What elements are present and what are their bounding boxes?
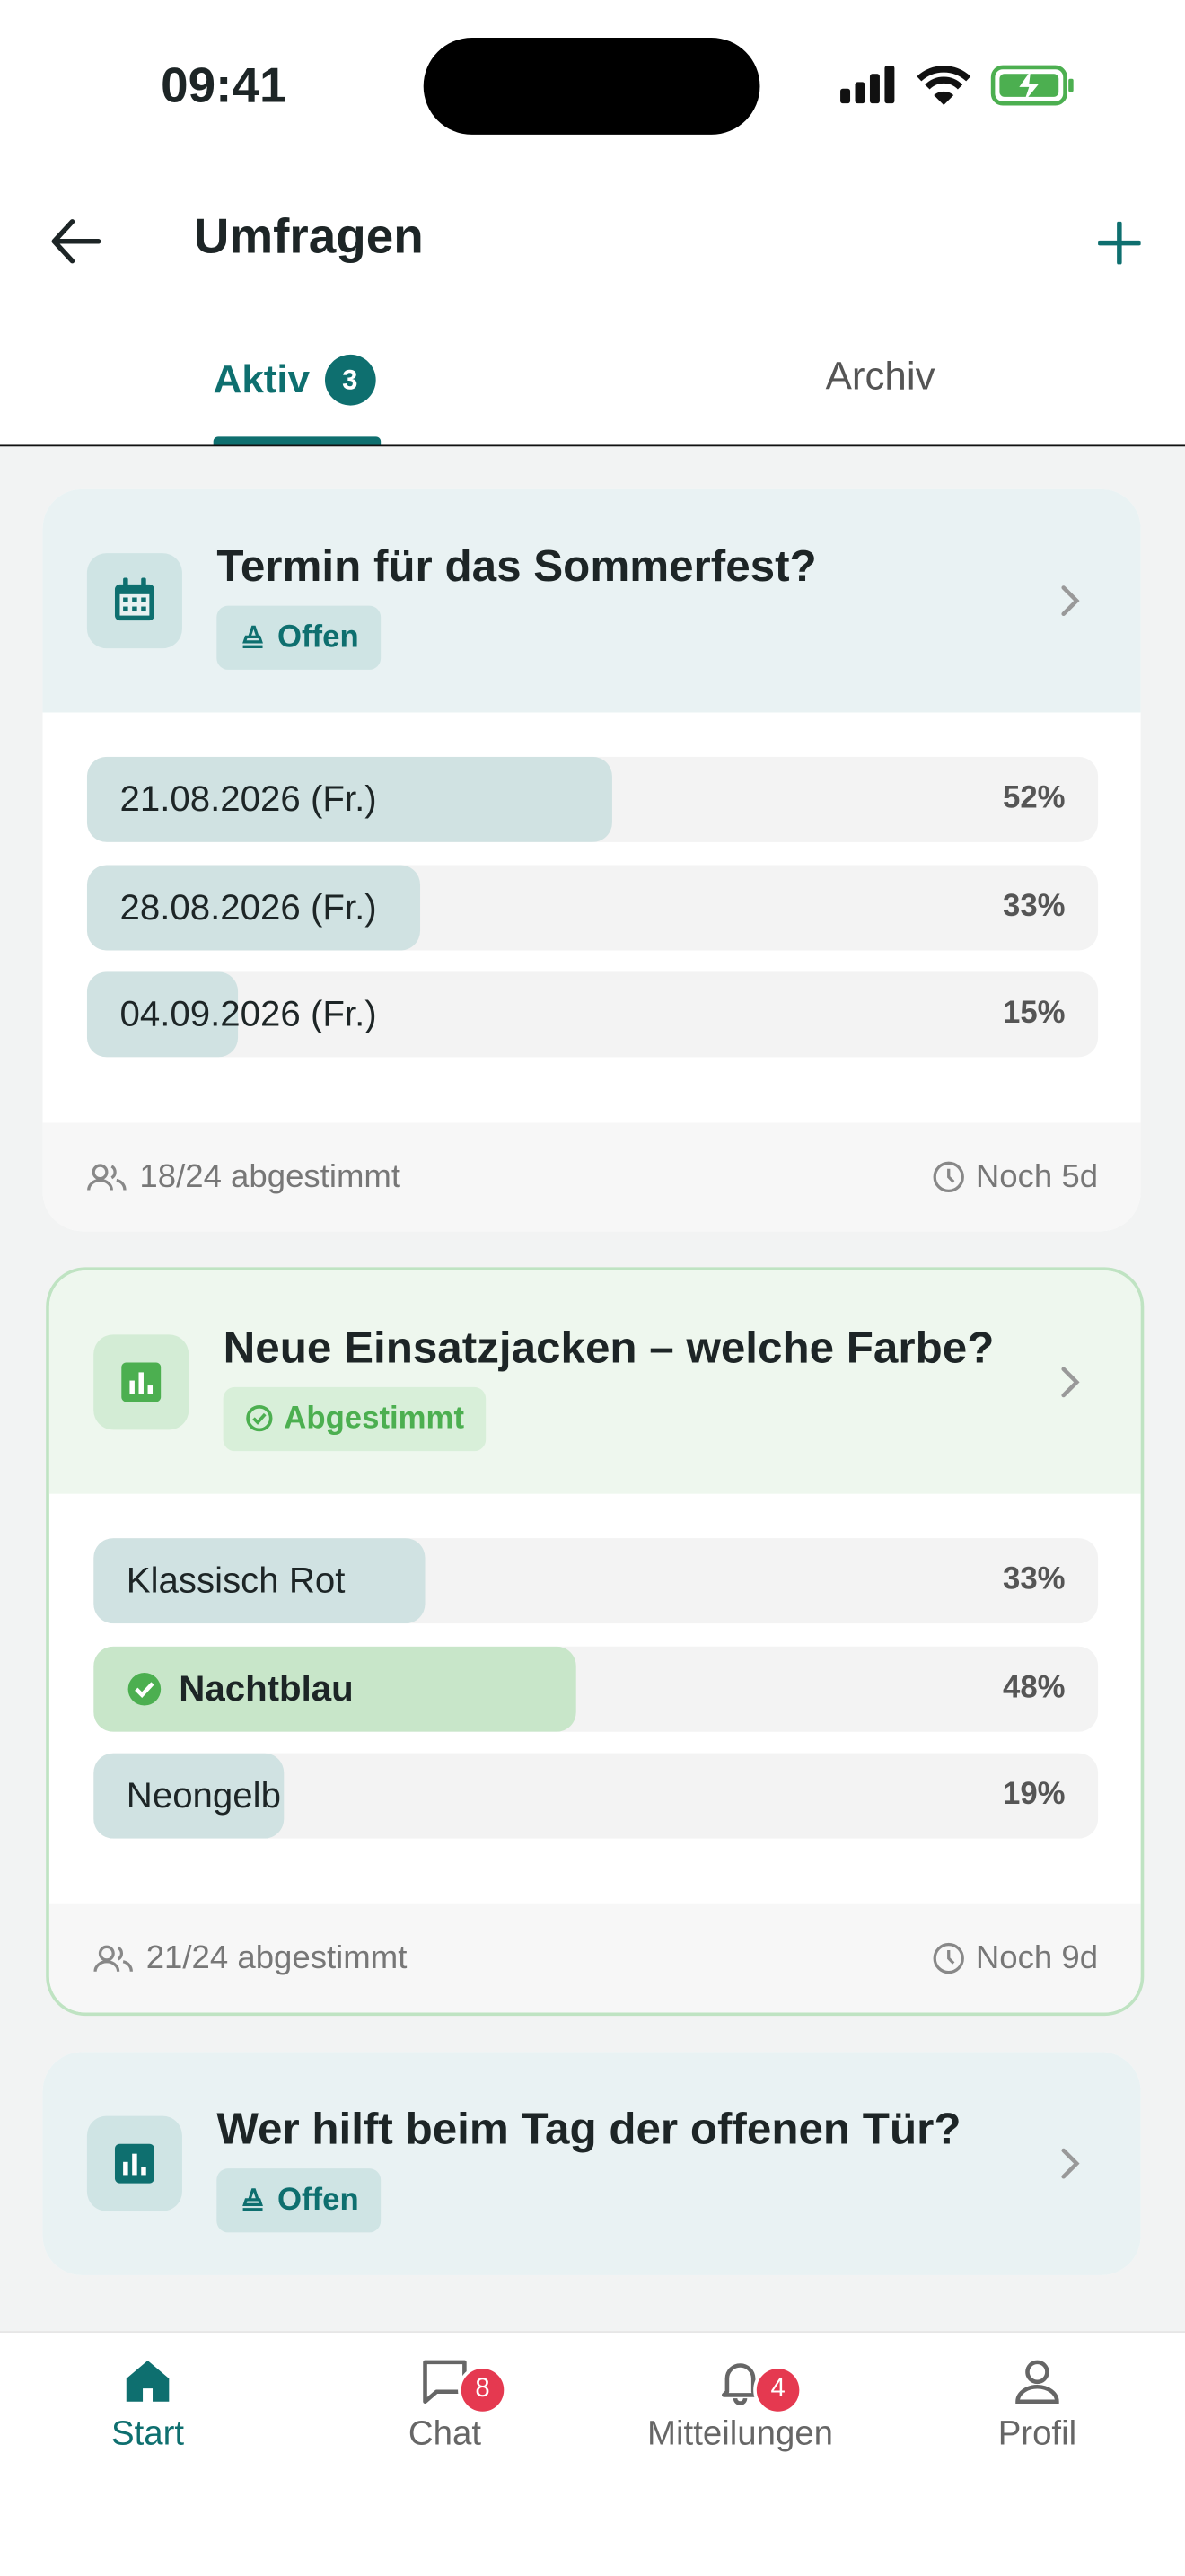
icon (114, 577, 154, 621)
option-percent: 48% (1003, 1670, 1066, 1705)
nav-label: Chat (408, 2414, 481, 2453)
vote-count: 18/24 abgestimmt (87, 1123, 400, 1232)
status-chip: Offen (216, 2168, 381, 2233)
poll-header: Neue Einsatzjacken – welche Farbe? Abgest… (48, 1270, 1141, 1494)
poll-icon (86, 2115, 182, 2211)
options: Klassisch Rot 33% Nachtblau 48% Neongelb 19% (49, 1494, 1141, 1904)
poll-title: Termin für das Sommerfest? (216, 541, 817, 592)
nav-item[interactable]: Chat 8 (297, 2356, 592, 2455)
poll-footer: 21/24 abgestimmt Noch 9d (48, 1903, 1141, 2013)
option[interactable]: Nachtblau 48% (93, 1645, 1099, 1731)
status-icon (242, 625, 263, 648)
poll-list: Termin für das Sommerfest? Offen 21.08.202… (42, 488, 1145, 2311)
tab-badge: 3 (324, 354, 376, 406)
poll-header: Termin für das Sommerfest? Offen (42, 488, 1141, 713)
chevron (1061, 585, 1080, 617)
nav-label: Profil (997, 2414, 1077, 2453)
nav-item[interactable]: Mitteilungen 4 (592, 2356, 888, 2455)
tab-archive[interactable]: Archiv (826, 355, 935, 400)
option-bar (86, 756, 613, 842)
people-icon (93, 1945, 133, 1972)
selected-check (127, 1672, 162, 1705)
option[interactable]: Neongelb 19% (93, 1753, 1099, 1839)
vote-text: 21/24 abgestimmt (145, 1939, 408, 1977)
nav-badge: 8 (458, 2365, 507, 2415)
clock-icon (932, 1942, 963, 1974)
option[interactable]: Klassisch Rot 33% (93, 1538, 1099, 1624)
status-icon (246, 1404, 273, 1432)
option-percent: 33% (1003, 1562, 1066, 1597)
poll-icon (93, 1334, 189, 1430)
poll-card[interactable]: Termin für das Sommerfest? Offen 21.08.202… (42, 488, 1141, 1232)
option-label: 28.08.2026 (Fr.) (119, 885, 377, 928)
tab-active[interactable]: Aktiv 3 (213, 354, 376, 406)
option-label: Neongelb (126, 1774, 281, 1816)
option-percent: 15% (1003, 996, 1066, 1032)
option[interactable]: 04.09.2026 (Fr.) 15% (86, 971, 1099, 1058)
status-label: Abgestimmt (284, 1402, 465, 1437)
options: 21.08.2026 (Fr.) 52% 28.08.2026 (Fr.) 33% 04… (43, 712, 1141, 1122)
remaining-text: Noch 9d (975, 1939, 1099, 1977)
poll-card[interactable]: Wer hilft beim Tag der offenen Tür? Offen (42, 2052, 1141, 2275)
status-icon (242, 2188, 263, 2211)
clock: 09:41 (161, 58, 287, 114)
icon (114, 2143, 154, 2184)
remaining-text: Noch 5d (975, 1158, 1099, 1195)
top-bar: 09:41 Umfragen Aktiv 3 Archiv (0, 0, 1185, 447)
page-title: Umfragen (193, 210, 424, 265)
icon (121, 1362, 162, 1402)
nav-label: Mitteilungen (647, 2414, 834, 2453)
poll-title: Neue Einsatzjacken – welche Farbe? (223, 1323, 995, 1373)
option[interactable]: 28.08.2026 (Fr.) 33% (86, 864, 1099, 950)
option-percent: 19% (1003, 1777, 1066, 1813)
nav-item[interactable]: Start (0, 2356, 295, 2455)
nav-icon (1015, 2360, 1059, 2405)
option-bar (93, 1538, 426, 1624)
remaining: Noch 9d (932, 1904, 1099, 2013)
status-chip: Offen (216, 605, 381, 670)
option-label: Klassisch Rot (126, 1559, 346, 1601)
dynamic-island (423, 38, 760, 135)
poll-title: Wer hilft beim Tag der offenen Tür? (216, 2104, 961, 2154)
poll-header: Wer hilft beim Tag der offenen Tür? Offen (42, 2052, 1141, 2275)
status-chip: Abgestimmt (223, 1386, 486, 1452)
option[interactable]: 21.08.2026 (Fr.) 52% (86, 756, 1099, 842)
nav-badge: 4 (753, 2365, 803, 2415)
chevron (1061, 1367, 1080, 1398)
option-label: 21.08.2026 (Fr.) (119, 778, 377, 820)
status-label: Offen (276, 620, 359, 655)
option-percent: 52% (1003, 781, 1066, 816)
people-icon (87, 1164, 127, 1191)
option-bar (86, 971, 239, 1058)
nav-icon (126, 2361, 170, 2402)
vote-text: 18/24 abgestimmt (139, 1158, 401, 1195)
poll-footer: 18/24 abgestimmt Noch 5d (42, 1122, 1141, 1232)
poll-card[interactable]: Neue Einsatzjacken – welche Farbe? Abgest… (46, 1267, 1145, 2017)
status-label: Offen (276, 2183, 359, 2218)
tab-label: Archiv (825, 354, 935, 400)
option-bar (93, 1645, 576, 1731)
back-button[interactable] (49, 218, 102, 264)
chevron (1061, 2148, 1080, 2179)
option-bar (93, 1753, 285, 1839)
remaining: Noch 5d (932, 1123, 1099, 1232)
status-icons (840, 65, 1074, 106)
option-label: Nachtblau (179, 1666, 354, 1709)
option-bar (86, 864, 421, 950)
poll-icon (86, 553, 182, 649)
bottom-nav: Start Chat 8 Mitteilungen 4 Profil (0, 2331, 1185, 2576)
option-label: 04.09.2026 (Fr.) (119, 993, 377, 1034)
tab-label: Aktiv (213, 357, 310, 402)
tab-indicator (213, 436, 382, 445)
option-percent: 33% (1003, 888, 1066, 924)
nav-label: Start (110, 2414, 185, 2453)
nav-item[interactable]: Profil (890, 2356, 1185, 2455)
vote-count: 21/24 abgestimmt (93, 1904, 407, 2013)
add-button[interactable] (1098, 221, 1141, 265)
clock-icon (932, 1161, 963, 1193)
nav-icon (423, 2360, 467, 2405)
